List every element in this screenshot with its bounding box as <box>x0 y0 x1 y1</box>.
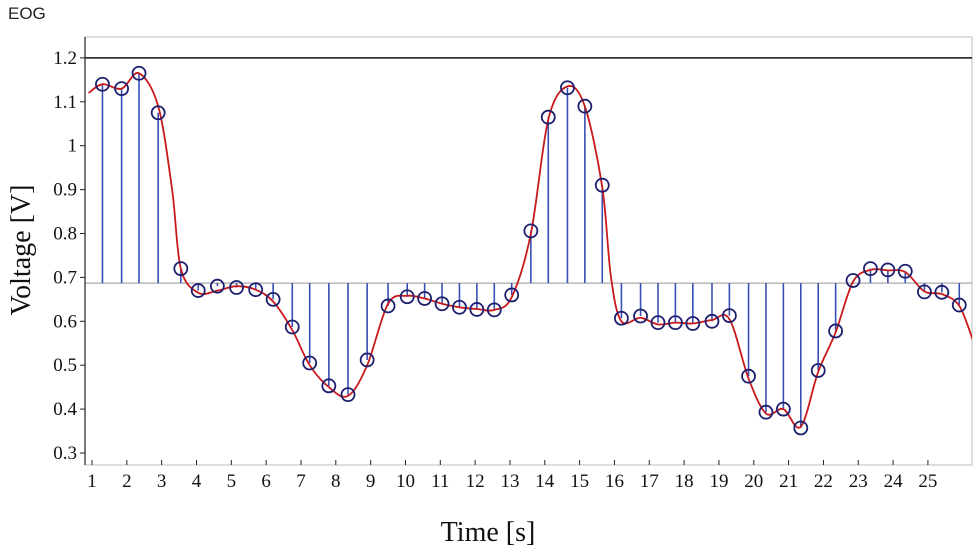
y-tick-label: 0.7 <box>53 267 77 288</box>
x-axis-title: Time [s] <box>441 517 536 548</box>
data-point <box>880 262 896 278</box>
x-tick-label: 1 <box>87 471 97 492</box>
data-point <box>594 177 610 193</box>
data-point <box>577 98 593 114</box>
data-point <box>173 261 189 277</box>
y-tick-label: 0.5 <box>53 355 77 376</box>
data-point <box>721 308 737 323</box>
data-point <box>793 420 809 436</box>
data-point <box>758 404 774 420</box>
data-point <box>741 368 756 384</box>
x-tick-label: 9 <box>366 471 376 492</box>
y-tick-label: 1 <box>68 136 78 157</box>
data-point <box>633 308 648 324</box>
x-tick-label: 3 <box>157 471 167 492</box>
data-point <box>209 278 225 294</box>
x-tick-label: 10 <box>396 471 415 492</box>
x-tick-label: 13 <box>500 471 519 492</box>
data-point <box>810 363 826 378</box>
x-tick-label: 14 <box>535 471 555 492</box>
x-tick-label: 23 <box>849 471 868 492</box>
data-point <box>523 223 539 239</box>
data-point <box>248 282 264 298</box>
data-point <box>828 323 844 339</box>
x-tick-label: 2 <box>122 471 132 492</box>
data-point <box>897 263 913 279</box>
data-point <box>650 315 666 331</box>
plot-frame <box>84 36 973 466</box>
y-axis-title: Voltage [V] <box>6 185 37 316</box>
data-point <box>452 299 467 315</box>
data-point <box>704 313 720 329</box>
data-point <box>560 80 575 96</box>
data-point <box>934 284 950 300</box>
y-tick-label: 0.3 <box>53 443 77 464</box>
data-point <box>863 261 878 277</box>
y-tick-label: 1.2 <box>53 48 77 69</box>
data-point <box>951 297 967 313</box>
data-point <box>265 291 281 307</box>
data-point <box>668 315 683 331</box>
x-tick-label: 6 <box>261 471 271 492</box>
data-point <box>321 378 337 394</box>
data-point <box>469 302 485 317</box>
data-point <box>540 109 556 125</box>
y-tick-label: 0.6 <box>53 311 77 332</box>
data-point <box>302 355 318 371</box>
x-tick-label: 16 <box>605 471 624 492</box>
data-point <box>114 81 130 97</box>
data-point <box>917 284 932 300</box>
data-point <box>95 76 110 92</box>
eog-label: EOG <box>8 4 46 23</box>
data-point <box>399 289 415 305</box>
data-point <box>417 291 433 306</box>
data-point <box>486 302 502 318</box>
x-tick-label: 25 <box>918 471 937 492</box>
data-point <box>229 280 244 295</box>
data-point <box>131 65 147 81</box>
y-tick-label: 0.4 <box>53 399 77 420</box>
x-tick-label: 8 <box>331 471 341 492</box>
y-tick-label: 1.1 <box>53 92 77 113</box>
x-tick-label: 17 <box>640 471 659 492</box>
x-tick-label: 22 <box>814 471 833 492</box>
x-tick-label: 12 <box>466 471 485 492</box>
x-tick-label: 7 <box>296 471 306 492</box>
x-tick-label: 24 <box>884 471 904 492</box>
data-point <box>504 287 520 303</box>
x-tick-label: 20 <box>744 471 763 492</box>
x-tick-label: 21 <box>779 471 798 492</box>
data-point <box>845 273 861 288</box>
y-tick-label: 0.8 <box>53 224 77 245</box>
data-point <box>380 298 396 314</box>
x-tick-label: 18 <box>675 471 694 492</box>
y-tick-label: 0.9 <box>53 180 77 201</box>
data-point <box>614 310 629 326</box>
data-point <box>340 387 356 403</box>
x-tick-label: 19 <box>709 471 728 492</box>
data-point <box>359 352 375 368</box>
fit-curve <box>87 72 972 429</box>
x-tick-label: 11 <box>431 471 449 492</box>
data-point <box>434 296 450 312</box>
data-point <box>150 105 166 121</box>
x-tick-label: 5 <box>227 471 237 492</box>
data-point <box>685 316 701 331</box>
data-point <box>775 401 791 417</box>
data-point <box>190 283 206 298</box>
x-tick-label: 15 <box>570 471 589 492</box>
data-point <box>284 319 300 335</box>
x-tick-label: 4 <box>192 471 202 492</box>
